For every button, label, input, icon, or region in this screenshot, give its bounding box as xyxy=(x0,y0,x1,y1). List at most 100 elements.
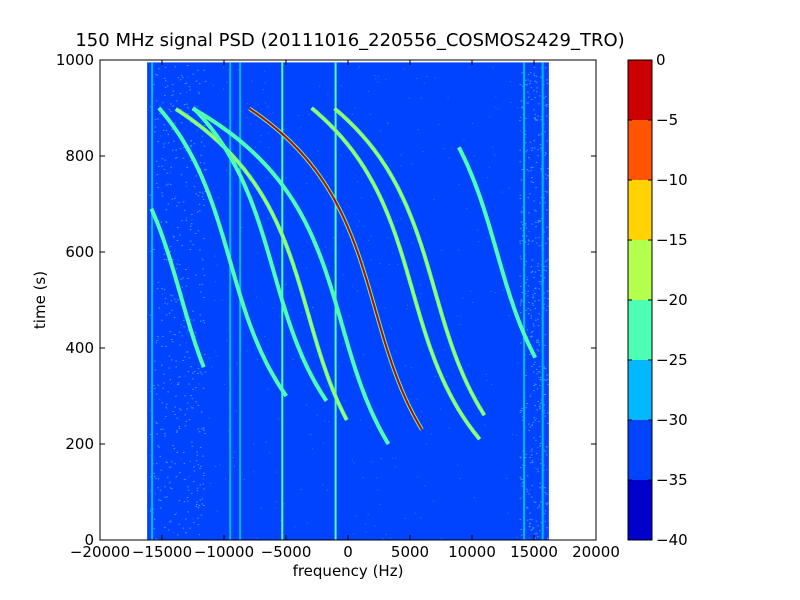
noise-speck xyxy=(524,264,527,266)
noise-speck xyxy=(540,244,543,246)
noise-speck xyxy=(546,191,549,193)
noise-speck xyxy=(203,475,205,477)
noise-speck xyxy=(169,251,172,253)
noise-speck xyxy=(159,455,162,457)
noise-speck xyxy=(546,79,548,81)
noise-speck xyxy=(317,150,319,152)
noise-speck xyxy=(188,476,190,478)
noise-speck xyxy=(195,274,197,276)
noise-speck xyxy=(264,70,266,72)
noise-speck xyxy=(544,260,547,262)
noise-speck xyxy=(157,336,159,338)
noise-speck xyxy=(536,388,539,390)
noise-speck xyxy=(195,80,198,82)
noise-speck xyxy=(187,329,189,331)
noise-speck xyxy=(404,518,406,520)
noise-speck xyxy=(198,83,201,85)
noise-speck xyxy=(377,489,379,491)
noise-speck xyxy=(156,74,159,76)
noise-speck xyxy=(534,385,536,387)
noise-speck xyxy=(392,457,394,459)
noise-speck xyxy=(525,235,528,237)
noise-speck xyxy=(544,512,546,514)
noise-speck xyxy=(153,475,156,477)
noise-speck xyxy=(300,127,302,129)
noise-speck xyxy=(192,378,194,380)
noise-speck xyxy=(544,393,547,395)
noise-speck xyxy=(491,383,493,385)
noise-speck xyxy=(527,239,530,241)
noise-speck xyxy=(411,163,413,165)
noise-speck xyxy=(185,285,188,287)
noise-speck xyxy=(199,484,202,486)
noise-speck xyxy=(536,242,538,244)
noise-speck xyxy=(524,142,527,144)
noise-speck xyxy=(150,476,152,478)
noise-speck xyxy=(546,504,548,506)
noise-speck xyxy=(535,221,537,223)
noise-speck xyxy=(536,87,538,89)
noise-speck xyxy=(417,129,419,131)
noise-speck xyxy=(158,68,160,70)
noise-speck xyxy=(245,117,247,119)
noise-speck xyxy=(193,370,196,372)
noise-speck xyxy=(525,117,527,119)
noise-speck xyxy=(534,308,537,310)
noise-speck xyxy=(487,237,489,239)
noise-speck xyxy=(534,405,537,407)
noise-speck xyxy=(180,174,183,176)
noise-speck xyxy=(265,441,267,443)
noise-speck xyxy=(525,79,527,81)
noise-speck xyxy=(386,159,388,161)
noise-speck xyxy=(173,140,175,142)
doppler-track xyxy=(248,107,423,431)
noise-speck xyxy=(535,383,537,385)
noise-speck xyxy=(238,69,240,71)
noise-speck xyxy=(463,139,465,141)
noise-speck xyxy=(181,220,183,222)
noise-speck xyxy=(536,409,539,411)
noise-speck xyxy=(519,478,522,480)
noise-speck xyxy=(328,421,330,423)
noise-speck xyxy=(204,371,207,373)
noise-speck xyxy=(214,299,216,301)
noise-speck xyxy=(199,191,201,193)
noise-speck xyxy=(155,100,158,102)
noise-speck xyxy=(380,457,382,459)
noise-speck xyxy=(179,472,181,474)
noise-speck xyxy=(547,168,549,170)
noise-speck xyxy=(543,404,546,406)
noise-speck xyxy=(187,489,190,491)
noise-speck xyxy=(535,187,537,189)
noise-speck xyxy=(179,344,181,346)
noise-speck xyxy=(545,177,548,179)
noise-speck xyxy=(458,183,460,185)
noise-speck xyxy=(180,458,182,460)
noise-speck xyxy=(546,82,549,84)
noise-speck xyxy=(519,243,522,245)
noise-speck xyxy=(213,187,215,189)
noise-speck xyxy=(520,100,522,102)
noise-speck xyxy=(154,388,156,390)
noise-speck xyxy=(256,537,258,539)
noise-speck xyxy=(532,371,535,373)
noise-speck xyxy=(165,184,168,186)
noise-speck xyxy=(201,428,203,430)
noise-speck xyxy=(543,464,545,466)
noise-speck xyxy=(410,367,412,369)
y-tick-label: 600 xyxy=(65,243,94,261)
noise-speck xyxy=(236,362,238,364)
noise-speck xyxy=(311,448,313,450)
noise-speck xyxy=(202,483,205,485)
noise-speck xyxy=(197,428,200,430)
noise-speck xyxy=(152,508,155,510)
noise-speck xyxy=(531,177,533,179)
noise-speck xyxy=(508,315,510,317)
noise-speck xyxy=(264,82,266,84)
noise-speck xyxy=(540,402,543,404)
noise-speck xyxy=(175,301,177,303)
noise-speck xyxy=(520,221,523,223)
noise-speck xyxy=(530,335,533,337)
noise-speck xyxy=(226,81,228,83)
